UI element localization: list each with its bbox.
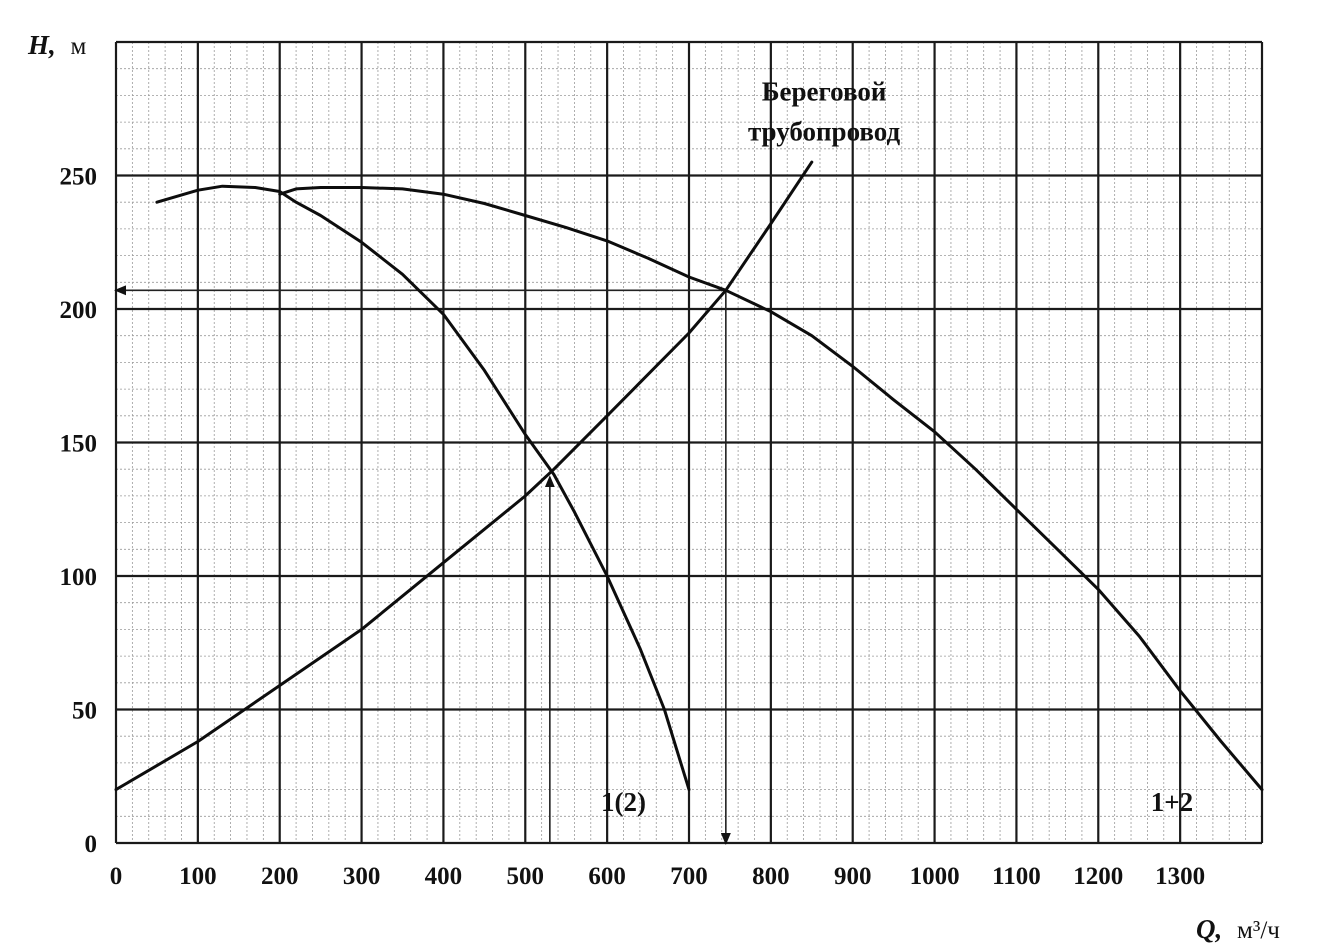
curve-label-2: 1+2 (1151, 787, 1193, 817)
y-axis-symbol: H, (27, 30, 56, 60)
y-axis-title: H, м (27, 30, 87, 60)
x-axis-title: Q, м³/ч (1196, 914, 1280, 944)
curves (114, 160, 1264, 792)
x-axis-unit: м³/ч (1237, 917, 1280, 944)
x-tick-label: 300 (343, 863, 381, 890)
y-tick-label: 50 (72, 698, 97, 725)
x-tick-label: 1000 (910, 863, 960, 890)
series-line-2 (278, 186, 1264, 792)
x-tick-label: 100 (179, 863, 217, 890)
curve-label-line: трубопровод (748, 117, 901, 147)
y-tick-label: 200 (60, 297, 98, 324)
y-tick-label: 250 (60, 164, 98, 191)
series-line-1 (155, 184, 691, 792)
x-tick-label: 800 (752, 863, 790, 890)
series-line-3 (114, 160, 814, 792)
x-axis-symbol: Q, (1196, 914, 1222, 944)
guide-lines (114, 285, 731, 845)
major-grid (114, 40, 1264, 845)
x-tick-label: 600 (588, 863, 626, 890)
curve-label-3: Береговой трубопровод (748, 77, 901, 147)
x-tick-label: 500 (507, 863, 545, 890)
x-tick-label: 700 (670, 863, 708, 890)
x-tick-label: 1200 (1073, 863, 1123, 890)
x-tick-labels: 0 100 200 300 400 500 600 700 800 900 1000 1100 1200… (110, 863, 1205, 890)
y-tick-labels: 0 50 100 150 200 250 (60, 164, 98, 859)
y-tick-label: 100 (60, 564, 98, 591)
x-tick-label: 1300 (1155, 863, 1205, 890)
x-tick-label: 200 (261, 863, 299, 890)
y-axis-unit: м (71, 33, 87, 60)
y-tick-label: 150 (60, 431, 98, 458)
x-tick-label: 900 (834, 863, 872, 890)
x-tick-label: 0 (110, 863, 123, 890)
x-tick-label: 1100 (992, 863, 1041, 890)
x-tick-label: 400 (425, 863, 463, 890)
curve-label-1: 1(2) (601, 787, 646, 817)
curve-labels: 1(2) 1+2 Береговой трубопровод (601, 77, 1193, 817)
y-tick-label: 0 (85, 831, 98, 858)
curve-label-line: Береговой (762, 77, 887, 107)
